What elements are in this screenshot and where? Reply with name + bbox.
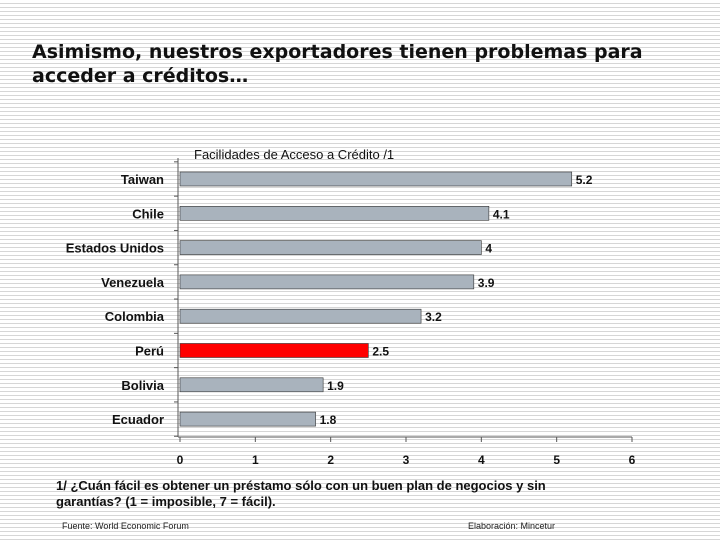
chart-bars: [179, 171, 573, 427]
category-label: Taiwan: [121, 172, 164, 187]
category-label: Estados Unidos: [66, 241, 164, 256]
footnote-line-1: 1/ ¿Cuán fácil es obtener un préstamo só…: [56, 478, 546, 493]
chart-title: Facilidades de Acceso a Crédito /1: [194, 147, 394, 162]
bar: [179, 343, 369, 358]
credit-note: Elaboración: Mincetur: [468, 521, 556, 531]
x-tick-label: 6: [629, 453, 636, 467]
bar: [179, 377, 324, 393]
bar-value-label: 3.9: [478, 276, 495, 290]
x-tick-label: 1: [252, 453, 259, 467]
x-tick-label: 0: [177, 453, 184, 467]
category-label: Colombia: [105, 309, 165, 324]
x-tick-label: 4: [478, 453, 485, 467]
x-tick-label: 5: [553, 453, 560, 467]
slide-title-line-1: Asimismo, nuestros exportadores tienen p…: [32, 41, 643, 63]
bar: [179, 206, 490, 221]
bar: [179, 171, 573, 187]
bar: [179, 411, 316, 427]
bar-value-label: 1.8: [320, 413, 337, 427]
footnote-line-2: garantías? (1 = imposible, 7 = fácil).: [56, 494, 276, 509]
bar-value-label: 3.2: [425, 310, 442, 324]
category-label: Bolivia: [121, 378, 164, 393]
category-label: Venezuela: [101, 275, 165, 290]
category-label: Ecuador: [112, 412, 164, 427]
category-label: Chile: [132, 206, 164, 221]
slide-title: Asimismo, nuestros exportadores tienen p…: [32, 40, 702, 88]
x-tick-label: 2: [327, 453, 334, 467]
bar-value-label: 4: [485, 242, 492, 256]
bar-value-label: 4.1: [493, 207, 510, 221]
category-label: Perú: [135, 344, 164, 359]
chart-axes: [174, 158, 633, 442]
bar: [179, 308, 422, 324]
bar-value-label: 1.9: [327, 379, 344, 393]
bar: [179, 274, 475, 290]
x-tick-label: 3: [403, 453, 410, 467]
chart-footnote: 1/ ¿Cuán fácil es obtener un préstamo só…: [56, 478, 616, 510]
bar-value-label: 5.2: [576, 173, 593, 187]
source-note: Fuente: World Economic Forum: [62, 521, 189, 531]
slide-title-line-2: acceder a créditos…: [32, 65, 249, 87]
bar-value-label: 2.5: [372, 345, 389, 359]
chart-labels: 0 1 2 3 4 5 6 Taiwan 5.2 Chile 4.1 Estados Unidos 4 V…: [66, 172, 636, 467]
bar: [179, 240, 482, 255]
